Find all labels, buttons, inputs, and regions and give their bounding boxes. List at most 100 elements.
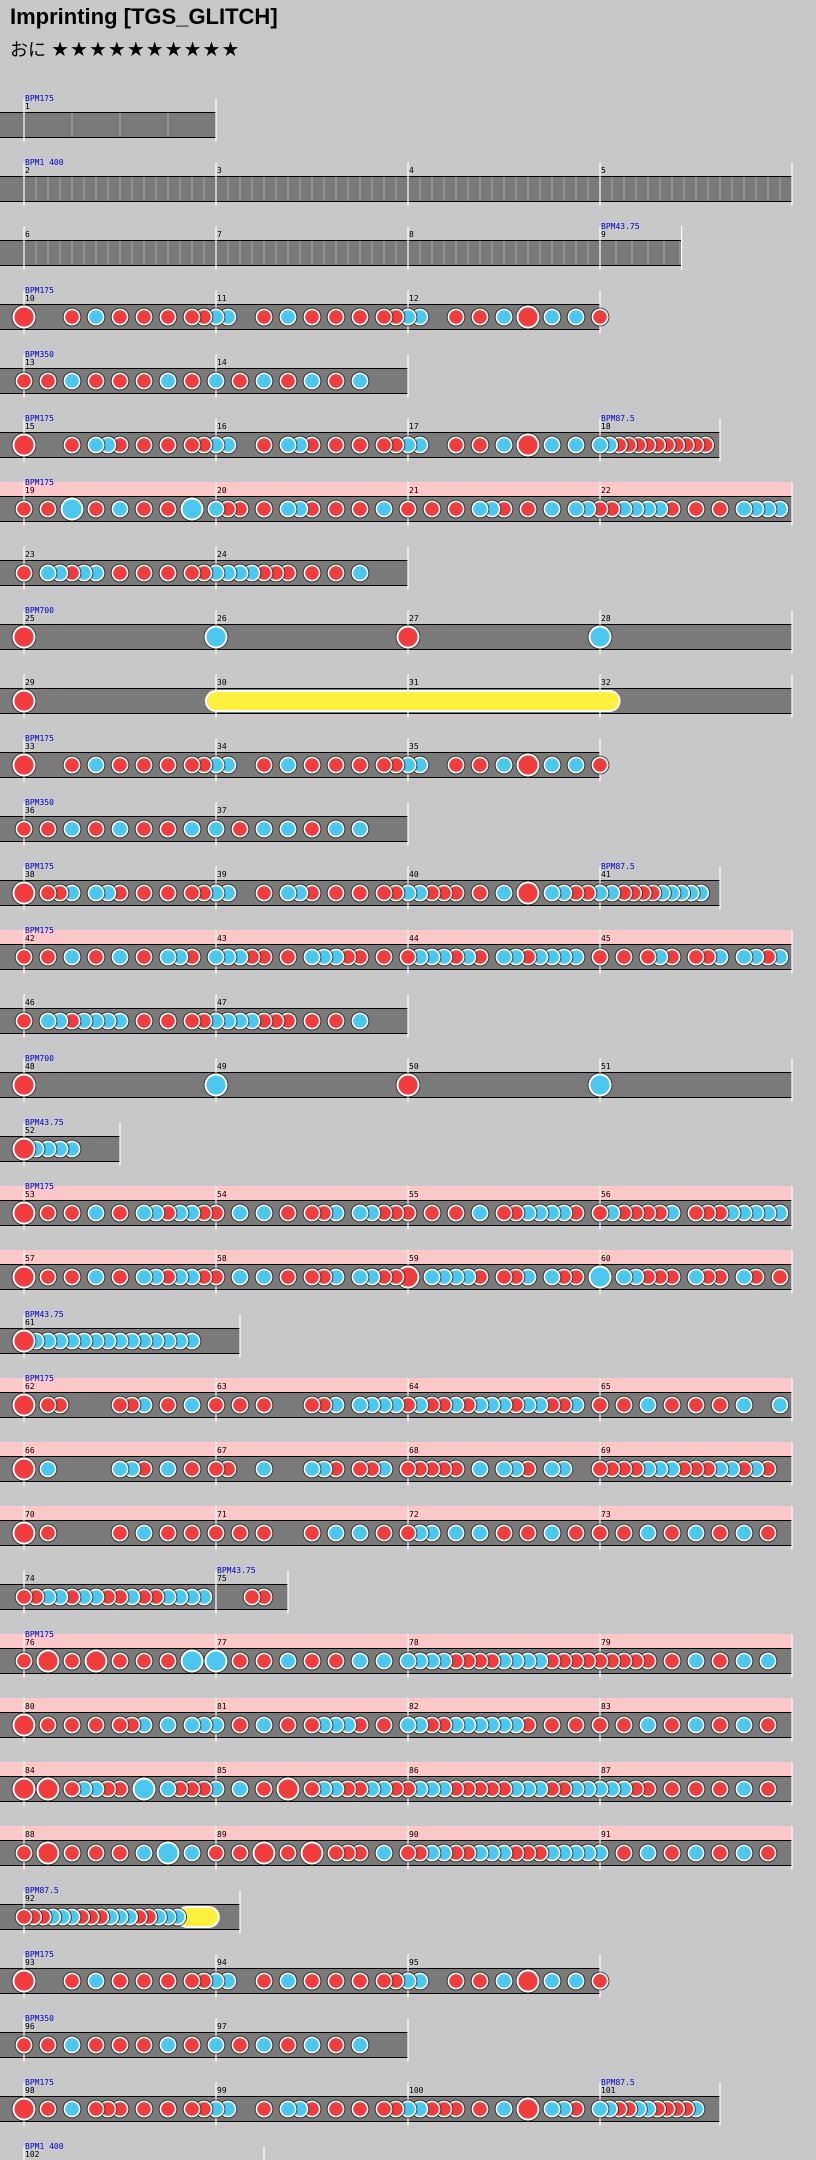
ka-note [87, 1972, 105, 1990]
bpm-label: BPM43.75 [601, 222, 640, 231]
don-note [231, 2036, 249, 2054]
ka-note [771, 1396, 789, 1414]
measure-number: 96 [25, 2022, 35, 2031]
ka-note-outline [350, 1651, 370, 1671]
ka-note [87, 1204, 105, 1222]
big-don-note [12, 1969, 36, 1993]
don-note-outline [62, 1715, 82, 1735]
gogo-band [0, 1186, 792, 1200]
don-note-outline [110, 1203, 130, 1223]
don-note-outline [302, 563, 322, 583]
don-note-outline [110, 307, 130, 327]
don-note [207, 1844, 225, 1862]
don-note [423, 500, 441, 518]
don-note-outline [326, 1011, 346, 1031]
ka-note [351, 1204, 369, 1222]
don-note [183, 372, 201, 390]
don-note-outline [158, 435, 178, 455]
don-note [255, 1652, 273, 1670]
don-note [135, 564, 153, 582]
big-don-note-outline [11, 1328, 37, 1354]
ka-note-outline [398, 1651, 418, 1671]
don-note-outline [134, 755, 154, 775]
don-note [183, 436, 201, 454]
ka-note [39, 564, 57, 582]
don-note-outline [494, 1523, 514, 1543]
ka-note-outline [542, 435, 562, 455]
measure-number: 62 [25, 1382, 35, 1391]
measure-number: 100 [409, 2086, 424, 2095]
don-note-outline [134, 883, 154, 903]
ka-note [351, 1652, 369, 1670]
don-note-outline [230, 1651, 250, 1671]
don-note-outline [542, 1715, 562, 1735]
measure-number: 90 [409, 1830, 419, 1839]
don-note-outline [326, 755, 346, 775]
don-note [327, 1012, 345, 1030]
ka-note [279, 884, 297, 902]
bpm-label: BPM1 400 [25, 2142, 64, 2151]
don-note [15, 1844, 33, 1862]
don-note-outline [350, 307, 370, 327]
ka-note [279, 308, 297, 326]
big-don-note [12, 1137, 36, 1161]
ka-note [255, 1716, 273, 1734]
don-note [15, 564, 33, 582]
don-note-outline [230, 1843, 250, 1863]
ka-note [495, 1460, 513, 1478]
ka-note [111, 948, 129, 966]
ka-note-outline [350, 1011, 370, 1031]
ka-note-outline [158, 371, 178, 391]
don-note-outline [110, 1267, 130, 1287]
don-note [159, 564, 177, 582]
don-note-outline [278, 2035, 298, 2055]
don-note-outline [302, 1523, 322, 1543]
bpm-label: BPM43.75 [25, 1310, 64, 1319]
ka-note-outline [350, 1523, 370, 1543]
measure-number: 93 [25, 1958, 35, 1967]
don-note-outline [158, 307, 178, 327]
don-note [243, 1588, 261, 1606]
big-don-note-outline [299, 1840, 325, 1866]
don-note-outline [182, 371, 202, 391]
ka-note-outline [206, 2035, 226, 2055]
ka-note [351, 1524, 369, 1542]
don-note [303, 1204, 321, 1222]
don-note-outline [110, 2035, 130, 2055]
don-note-outline [686, 1395, 706, 1415]
ka-note-outline [278, 2099, 298, 2119]
don-note [87, 1716, 105, 1734]
don-note-outline [206, 1843, 226, 1863]
don-note [63, 1652, 81, 1670]
don-note [183, 1012, 201, 1030]
don-note-outline [230, 371, 250, 391]
measure-number: 69 [601, 1446, 611, 1455]
measure-number: 50 [409, 1062, 419, 1071]
measure-number: 48 [25, 1062, 35, 1071]
big-don-note [12, 1073, 36, 1097]
don-note [159, 1972, 177, 1990]
don-note [399, 1460, 417, 1478]
ka-note-outline [182, 819, 202, 839]
note-lane [0, 1520, 792, 1546]
ka-note-outline [590, 2099, 610, 2119]
don-note-outline [230, 1715, 250, 1735]
ka-note-outline [302, 947, 322, 967]
don-note-outline [134, 2099, 154, 2119]
ka-note [639, 1716, 657, 1734]
don-note-outline [446, 307, 466, 327]
don-note-outline [182, 883, 202, 903]
don-note-outline [254, 755, 274, 775]
measure-number: 78 [409, 1638, 419, 1647]
ka-note [495, 948, 513, 966]
big-don-note-outline [395, 1072, 421, 1098]
don-note [135, 2036, 153, 2054]
don-note [591, 1396, 609, 1414]
don-note [279, 1268, 297, 1286]
don-note [663, 1780, 681, 1798]
gogo-band [0, 1506, 792, 1520]
don-note [375, 2100, 393, 2118]
big-ka-note [204, 1649, 228, 1673]
don-note-outline [254, 883, 274, 903]
don-note [615, 948, 633, 966]
